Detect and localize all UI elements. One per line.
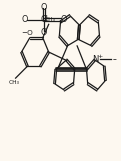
Text: O: O	[41, 28, 47, 37]
Text: −O: −O	[22, 30, 33, 36]
Text: –: –	[113, 55, 116, 64]
Text: N: N	[92, 55, 99, 64]
Text: CH₃: CH₃	[9, 80, 20, 85]
Text: +: +	[97, 54, 102, 59]
Text: O: O	[41, 3, 47, 12]
Text: O: O	[21, 15, 28, 24]
Text: CH₃: CH₃	[44, 17, 55, 22]
Text: O: O	[60, 15, 67, 24]
Text: Cl: Cl	[40, 15, 48, 24]
